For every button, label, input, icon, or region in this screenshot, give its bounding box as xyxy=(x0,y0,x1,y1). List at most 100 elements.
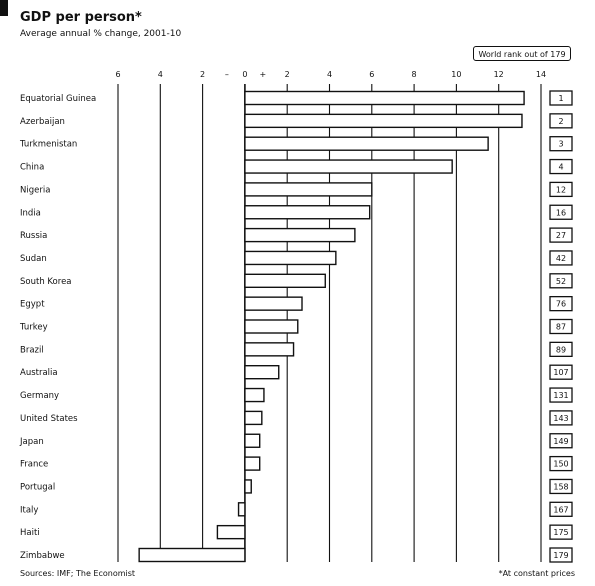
rank-box xyxy=(549,136,573,152)
bar xyxy=(244,227,356,243)
rank-value: 89 xyxy=(556,345,566,354)
rank-box xyxy=(549,501,573,517)
bar xyxy=(237,502,246,517)
rank-value: 150 xyxy=(553,460,568,469)
country-label: Azerbaijan xyxy=(20,117,65,127)
rank-value: 167 xyxy=(553,505,568,514)
rank-box xyxy=(549,90,573,106)
x-tick-label: 12 xyxy=(494,70,504,79)
country-label: Russia xyxy=(20,231,47,241)
minus-sign: – xyxy=(225,70,229,79)
x-tick-label: 6 xyxy=(369,70,374,79)
bar xyxy=(244,319,299,334)
rank-box xyxy=(549,273,573,289)
corner-marker xyxy=(0,0,8,16)
country-label: France xyxy=(20,460,48,470)
rank-value: 27 xyxy=(556,231,566,240)
bars xyxy=(138,90,525,563)
country-label: Brazil xyxy=(20,345,44,355)
rank-box xyxy=(549,227,573,243)
bar xyxy=(244,410,263,426)
country-label: Equatorial Guinea xyxy=(20,94,96,104)
rank-box xyxy=(549,158,573,175)
country-label: Zimbabwe xyxy=(20,551,65,561)
rank-value: 2 xyxy=(558,117,563,126)
rank-box xyxy=(549,364,573,380)
world-rank-header: World rank out of 179 xyxy=(473,46,571,61)
rank-box xyxy=(549,478,573,495)
country-labels: Equatorial Guinea Azerbaijan Turkmenistan C… xyxy=(19,94,96,561)
rank-box xyxy=(549,387,573,403)
rank-box xyxy=(549,455,573,472)
x-tick-label: 4 xyxy=(158,70,163,79)
bar xyxy=(244,387,265,403)
x-tick-label: 10 xyxy=(451,70,461,79)
country-label: China xyxy=(20,163,44,173)
bar xyxy=(244,136,489,151)
rank-value: 107 xyxy=(553,368,568,377)
country-label: Turkmenistan xyxy=(19,140,77,150)
x-tick-label: 6 xyxy=(115,70,120,79)
rank-box xyxy=(549,433,573,449)
rank-value: 3 xyxy=(558,140,563,149)
country-label: Japan xyxy=(19,437,44,447)
bar xyxy=(244,182,373,197)
country-label: Germany xyxy=(20,391,59,401)
bar xyxy=(216,524,246,540)
country-label: Italy xyxy=(20,505,38,515)
country-label: Egypt xyxy=(20,300,45,310)
country-label: Portugal xyxy=(20,482,55,492)
plus-sign: + xyxy=(260,70,267,79)
x-tick-label: 14 xyxy=(536,70,546,79)
rank-value: 143 xyxy=(553,414,568,423)
source-note: Sources: IMF; The Economist xyxy=(20,569,136,578)
x-tick-label: 0 xyxy=(242,70,247,79)
rank-value: 52 xyxy=(556,277,566,286)
bar xyxy=(244,90,525,106)
rank-box xyxy=(549,295,573,312)
rank-box xyxy=(549,318,573,335)
rank-value: 87 xyxy=(556,323,566,332)
x-tick-label: 4 xyxy=(327,70,332,79)
rank-value: 12 xyxy=(556,185,566,194)
bar xyxy=(244,433,261,448)
bar xyxy=(138,547,246,563)
bar xyxy=(244,205,371,220)
rank-box xyxy=(549,524,573,540)
country-label: Nigeria xyxy=(20,185,50,195)
rank-box xyxy=(549,204,573,220)
bar xyxy=(244,113,523,129)
bar xyxy=(244,296,303,311)
rank-box xyxy=(549,547,573,563)
gridlines xyxy=(117,84,542,562)
bar xyxy=(244,342,295,357)
bar xyxy=(244,273,326,288)
footnote: *At constant prices xyxy=(498,569,575,578)
rank-value: 175 xyxy=(553,528,568,537)
chart-subtitle: Average annual % change, 2001-10 xyxy=(20,29,182,39)
rank-box xyxy=(549,250,573,266)
bar xyxy=(244,479,252,494)
bar xyxy=(244,250,337,266)
x-tick-label: 8 xyxy=(412,70,417,79)
country-label: Australia xyxy=(20,368,58,378)
rank-value: 179 xyxy=(553,551,568,560)
x-tick-label: 2 xyxy=(200,70,205,79)
bar xyxy=(244,456,261,471)
country-label: Haiti xyxy=(20,528,40,538)
rank-value: 149 xyxy=(553,437,568,446)
rank-value: 76 xyxy=(556,300,566,309)
rank-box xyxy=(549,181,573,198)
rank-value: 158 xyxy=(553,482,568,491)
rank-value: 1 xyxy=(558,94,563,103)
country-label: Turkey xyxy=(19,323,48,333)
country-label: South Korea xyxy=(20,277,72,287)
x-tick-label: 2 xyxy=(285,70,290,79)
bar xyxy=(244,365,280,380)
chart-title: GDP per person* xyxy=(20,10,142,25)
country-label: Sudan xyxy=(20,254,47,264)
x-axis-ticks: 6 4 2 0 2 4 6 8 10 12 14 – + xyxy=(115,70,546,79)
rank-box xyxy=(549,410,573,426)
country-label: United States xyxy=(20,414,78,424)
